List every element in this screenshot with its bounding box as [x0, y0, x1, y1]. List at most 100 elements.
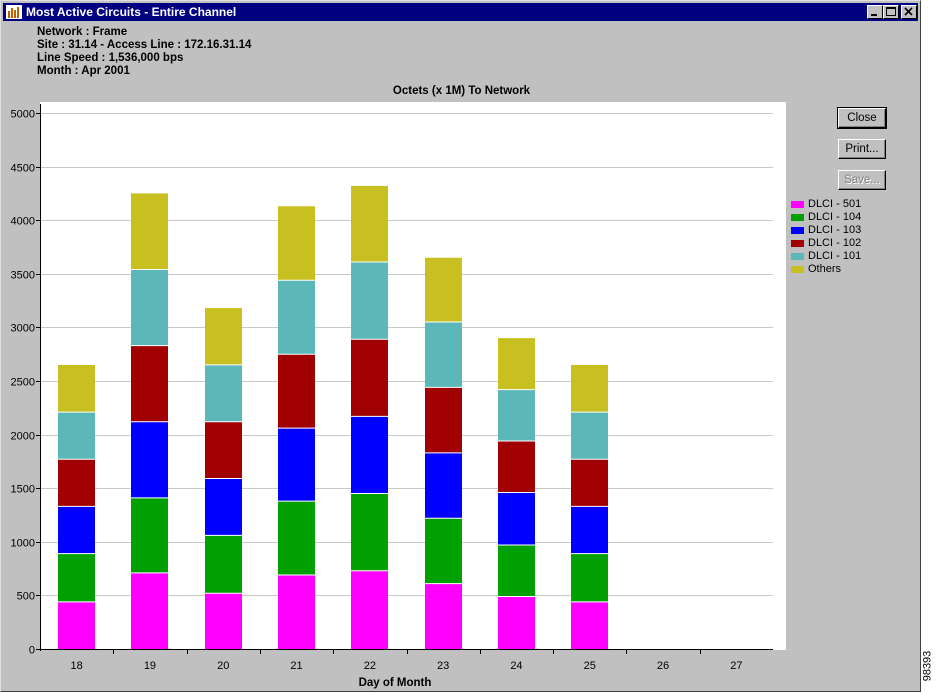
y-tick-label: 1000	[11, 538, 35, 550]
x-tick-label: 20	[217, 660, 229, 672]
x-axis-label: Day of Month	[359, 677, 432, 689]
bar-segment	[571, 506, 608, 554]
print-button[interactable]: Print...	[838, 139, 886, 159]
close-window-button[interactable]	[901, 5, 917, 19]
x-tick-label: 23	[437, 660, 449, 672]
bar-segment	[278, 206, 315, 281]
legend-swatch	[791, 227, 804, 234]
y-tick-label: 2000	[11, 431, 35, 443]
x-tick-label: 25	[584, 660, 596, 672]
line-speed-info: Line Speed : 1,536,000 bps	[37, 52, 184, 64]
bar-segment	[205, 421, 242, 479]
bar-segment	[498, 389, 535, 442]
x-tick-label: 21	[290, 660, 302, 672]
bar-segment	[205, 593, 242, 649]
bar-segment	[58, 412, 95, 460]
bar-segment	[58, 506, 95, 554]
x-tick-label: 22	[364, 660, 376, 672]
bar-segment	[278, 501, 315, 576]
close-icon	[904, 7, 913, 16]
legend-label: DLCI - 101	[808, 250, 862, 262]
y-tick-label: 1500	[11, 484, 35, 496]
x-tick-label: 19	[144, 660, 156, 672]
x-tick-label: 27	[730, 660, 742, 672]
bar-segment	[425, 452, 462, 519]
bar-segment	[278, 354, 315, 429]
bar-segment	[571, 553, 608, 602]
bar-segment	[498, 492, 535, 546]
bar-segment	[498, 338, 535, 390]
figure-number: 98393	[921, 648, 938, 688]
minimize-icon	[871, 14, 877, 16]
y-tick-label: 5000	[11, 109, 35, 121]
bar-segment	[278, 575, 315, 649]
legend-label: DLCI - 104	[808, 211, 862, 223]
bar-chart-icon	[6, 5, 22, 19]
maximize-icon	[886, 7, 896, 16]
y-tick-label: 500	[17, 591, 35, 603]
bar-segment	[58, 553, 95, 602]
bar-segment	[571, 459, 608, 507]
y-tick-label: 3000	[11, 323, 35, 335]
bar-segment	[571, 601, 608, 649]
bar-segment	[425, 257, 462, 323]
legend-swatch	[791, 240, 804, 247]
bar-segment	[278, 280, 315, 355]
bar-segment	[58, 459, 95, 507]
month-info: Month : Apr 2001	[37, 65, 130, 77]
window-title: Most Active Circuits - Entire Channel	[26, 5, 237, 19]
legend-label: DLCI - 501	[808, 198, 862, 210]
legend-swatch	[791, 266, 804, 273]
bar-segment	[351, 185, 388, 263]
bar-segment	[205, 478, 242, 536]
site-info: Site : 31.14 - Access Line : 172.16.31.1…	[37, 39, 252, 51]
bar-segment	[131, 269, 168, 346]
bar-segment	[58, 601, 95, 649]
bar-segment	[205, 308, 242, 365]
bar-segment	[425, 387, 462, 453]
y-tick-label: 0	[29, 645, 35, 657]
figure-number-text: 98393	[921, 650, 934, 682]
bar-segment	[425, 583, 462, 649]
bar-segment	[131, 572, 168, 649]
bar-segment	[131, 193, 168, 270]
bar-segment	[571, 364, 608, 413]
save-button[interactable]: Save...	[838, 170, 886, 190]
bar-segment	[58, 364, 95, 413]
legend-label: DLCI - 102	[808, 237, 862, 249]
bar-segment	[425, 322, 462, 388]
bar-segment	[351, 416, 388, 494]
bar-segment	[131, 421, 168, 498]
y-tick-label: 4500	[11, 163, 35, 175]
maximize-button[interactable]	[883, 5, 899, 19]
bar-segment	[131, 497, 168, 573]
bar-segment	[205, 364, 242, 422]
x-tick-label: 26	[657, 660, 669, 672]
legend-label: DLCI - 103	[808, 224, 862, 236]
y-tick-label: 2500	[11, 377, 35, 389]
y-tick-label: 3500	[11, 270, 35, 282]
bar-segment	[498, 545, 535, 597]
bar-segment	[205, 535, 242, 594]
legend-label: Others	[808, 263, 842, 275]
network-info: Network : Frame	[37, 26, 128, 38]
bar-segment	[351, 262, 388, 340]
bar-segment	[351, 339, 388, 417]
bar-segment	[498, 596, 535, 649]
bar-segment	[425, 518, 462, 584]
x-tick-label: 18	[71, 660, 83, 672]
legend-swatch	[791, 214, 804, 221]
bar-segment	[498, 441, 535, 493]
legend-swatch	[791, 253, 804, 260]
title-bar[interactable]: Most Active Circuits - Entire Channel	[3, 3, 918, 21]
legend-swatch	[791, 201, 804, 208]
close-button[interactable]: Close	[837, 107, 887, 129]
bar-segment	[351, 570, 388, 649]
chart-title: Octets (x 1M) To Network	[392, 85, 531, 97]
minimize-button[interactable]	[867, 5, 883, 19]
bar-segment	[351, 493, 388, 571]
bar-segment	[571, 412, 608, 460]
bar-segment	[278, 428, 315, 502]
